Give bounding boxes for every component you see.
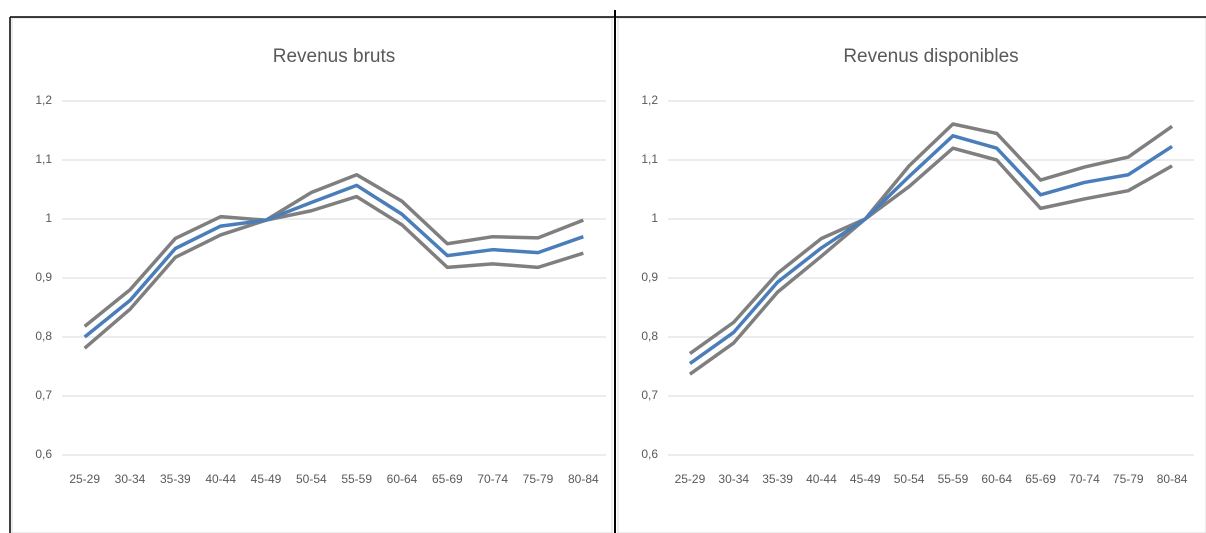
series-line: [688, 146, 1173, 376]
x-tick-label: 25-29: [69, 472, 100, 486]
y-tick-label: 0,6: [35, 447, 52, 461]
series-line: [688, 122, 1174, 355]
x-tick-label: 45-49: [850, 472, 881, 486]
series-line: [83, 183, 584, 339]
y-tick-label: 0,7: [35, 388, 52, 402]
x-tick-label: 55-59: [341, 472, 372, 486]
x-tick-label: 65-69: [432, 472, 463, 486]
y-tick-label: 1,1: [35, 152, 52, 166]
x-tick-label: 35-39: [762, 472, 793, 486]
y-tick-label: 1,1: [641, 152, 658, 166]
y-tick-label: 0,9: [641, 270, 658, 284]
y-tick-label: 1: [651, 211, 658, 225]
y-tick-label: 1: [45, 211, 52, 225]
y-tick-label: 0,6: [641, 447, 658, 461]
x-tick-label: 75-79: [523, 472, 554, 486]
x-tick-label: 75-79: [1113, 472, 1144, 486]
y-tick-label: 1,2: [35, 93, 52, 107]
series-line: [688, 134, 1174, 365]
x-tick-label: 70-74: [1069, 472, 1100, 486]
y-tick-label: 0,9: [35, 270, 52, 284]
x-tick-label: 40-44: [205, 472, 236, 486]
chart-frame: [617, 17, 1206, 533]
x-tick-label: 25-29: [675, 472, 706, 486]
x-tick-label: 80-84: [1157, 472, 1188, 486]
x-tick-label: 40-44: [806, 472, 837, 486]
chart-frame: [11, 17, 613, 533]
x-tick-label: 50-54: [894, 472, 925, 486]
series-line: [83, 194, 584, 350]
y-tick-label: 0,7: [641, 388, 658, 402]
x-tick-label: 55-59: [938, 472, 969, 486]
x-tick-label: 30-34: [718, 472, 749, 486]
y-tick-label: 0,8: [35, 329, 52, 343]
x-tick-label: 30-34: [115, 472, 146, 486]
x-tick-label: 70-74: [477, 472, 508, 486]
series-line: [83, 173, 584, 328]
x-tick-label: 50-54: [296, 472, 327, 486]
chart-title: Revenus bruts: [273, 46, 396, 67]
x-tick-label: 60-64: [981, 472, 1012, 486]
x-tick-label: 45-49: [251, 472, 282, 486]
x-tick-label: 65-69: [1025, 472, 1056, 486]
y-tick-label: 1,2: [641, 93, 658, 107]
x-tick-label: 60-64: [387, 472, 418, 486]
chart-title: Revenus disponibles: [843, 46, 1018, 67]
x-tick-label: 35-39: [160, 472, 191, 486]
y-tick-label: 0,8: [641, 329, 658, 343]
x-tick-label: 80-84: [568, 472, 599, 486]
